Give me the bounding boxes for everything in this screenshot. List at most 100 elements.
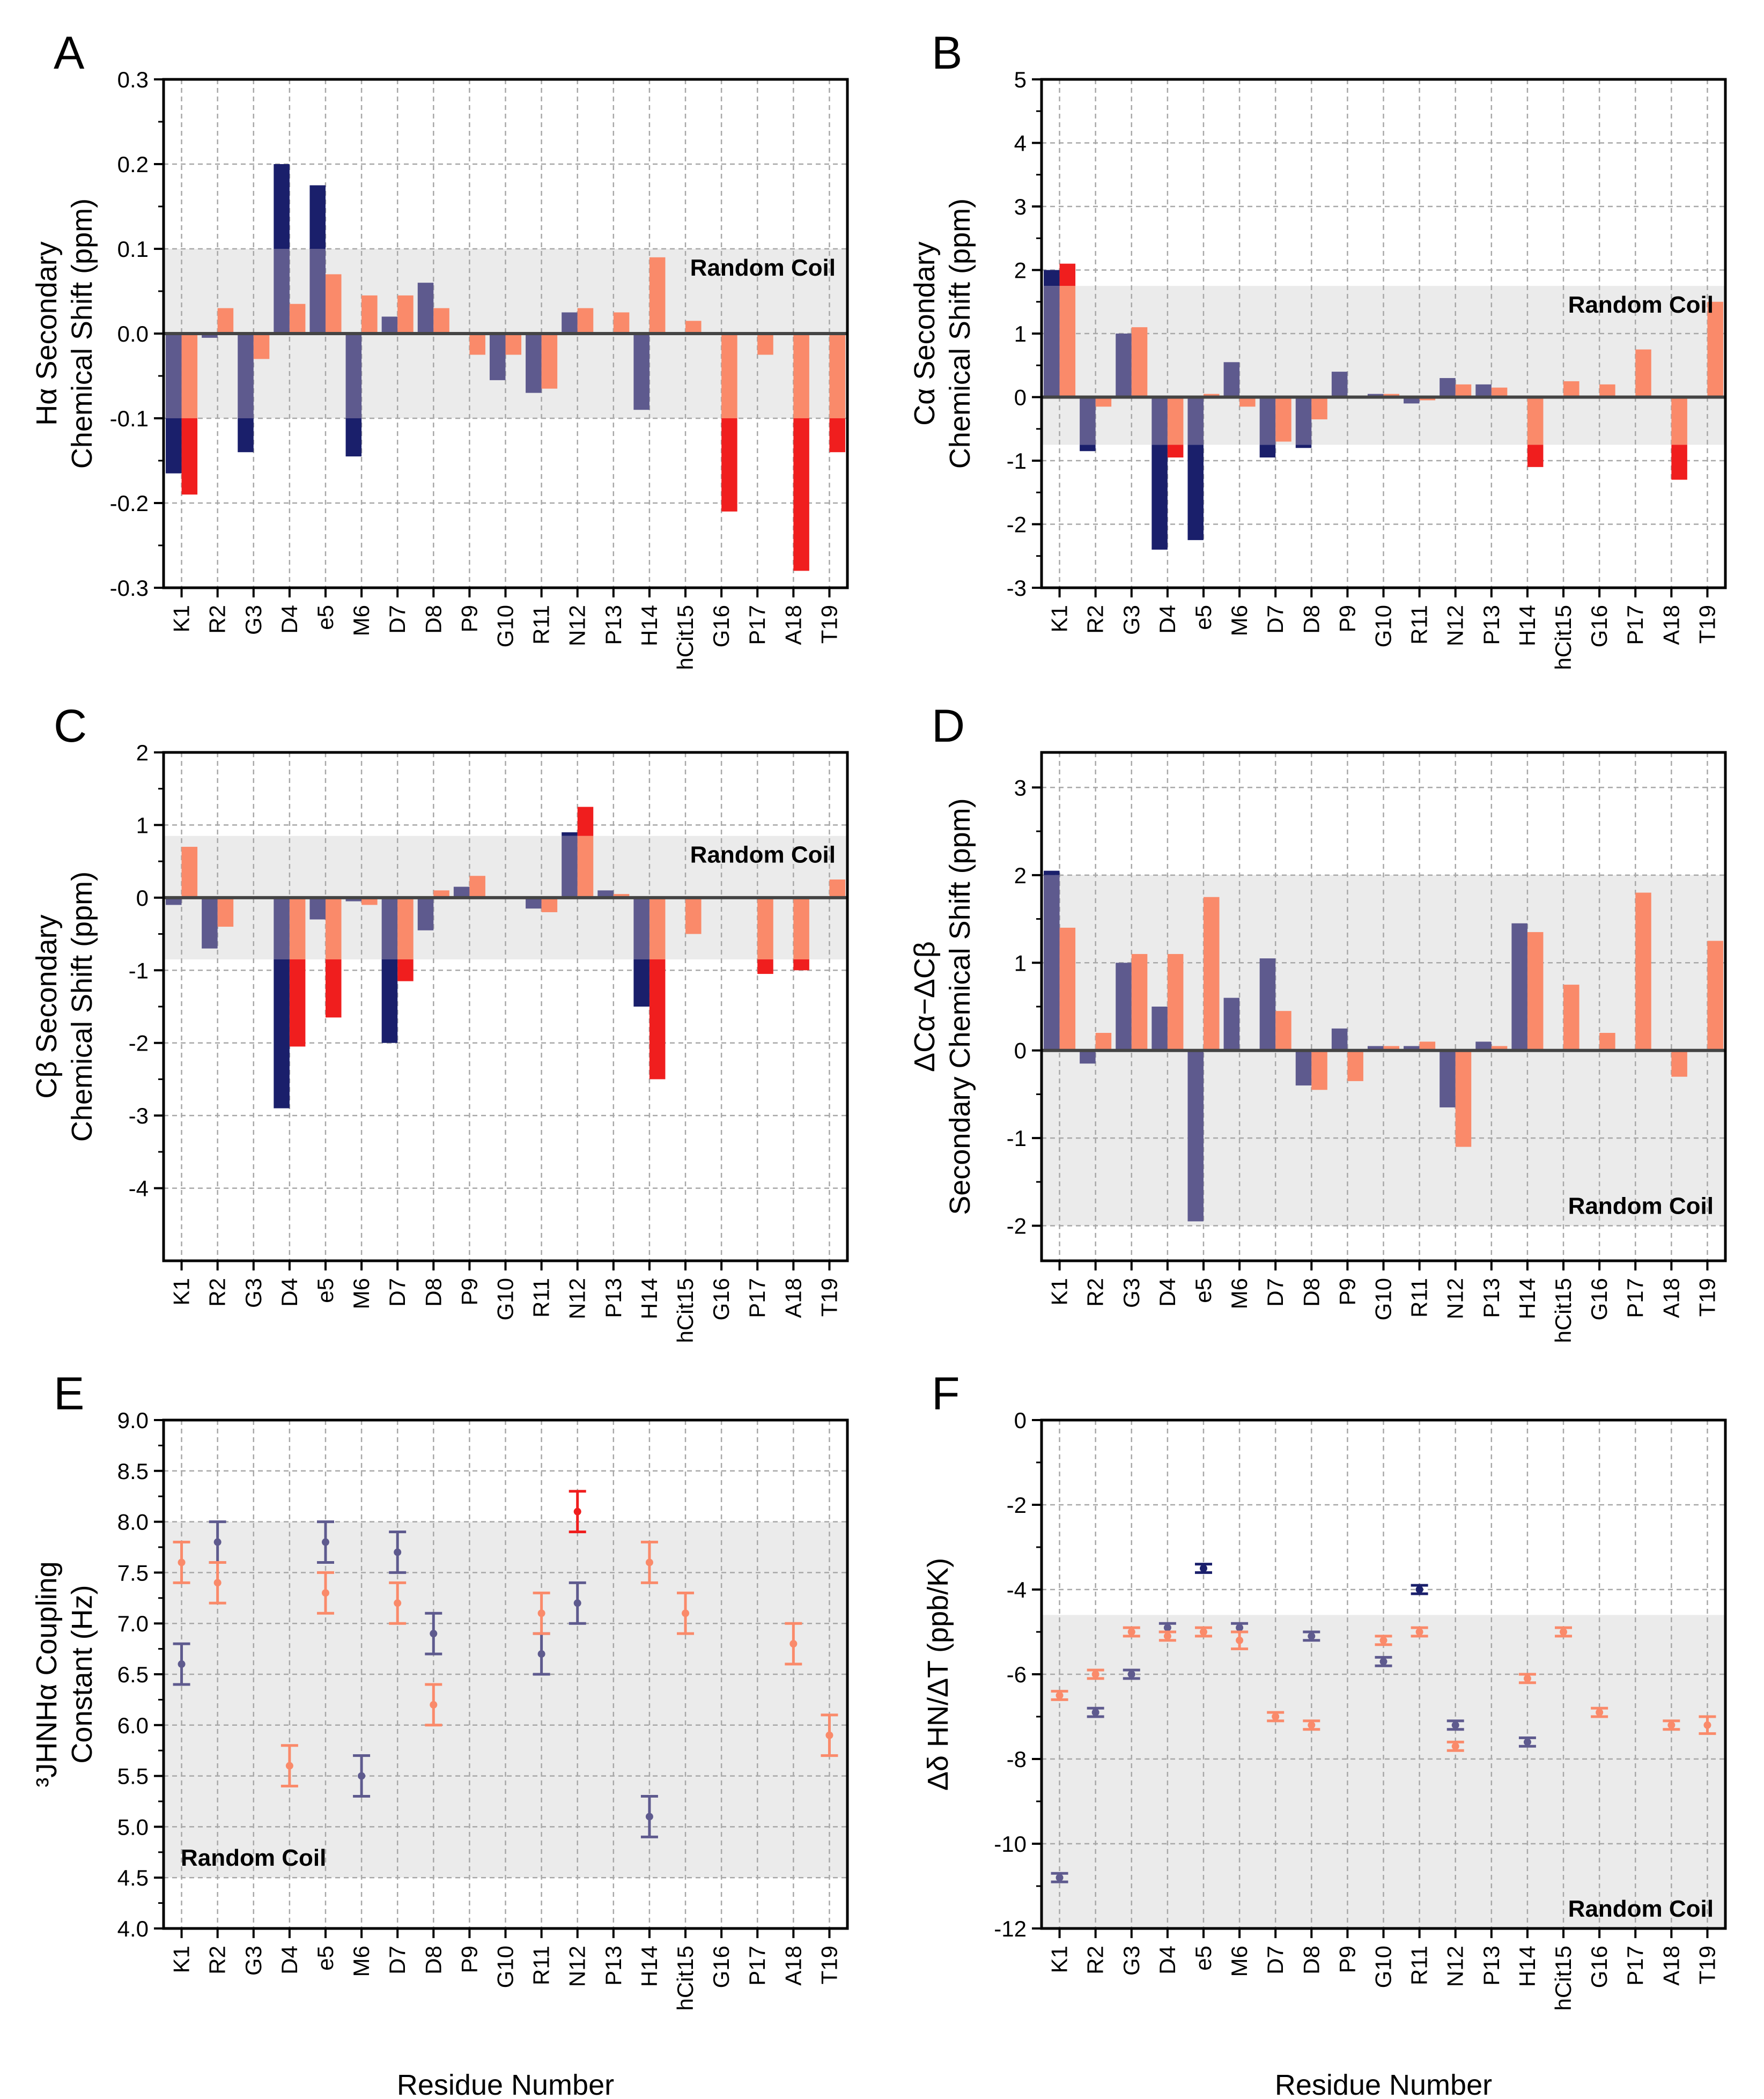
x-tick-label: A18 bbox=[780, 1946, 806, 1986]
orange-bar bbox=[1635, 349, 1651, 397]
orange-bar-outside-band bbox=[1671, 445, 1687, 480]
blue-point bbox=[1236, 1624, 1244, 1632]
orange-bar bbox=[325, 897, 342, 959]
y-tick-label: -4 bbox=[129, 1176, 149, 1201]
y-tick-label: -6 bbox=[1007, 1662, 1027, 1687]
blue-bar-outside-band bbox=[274, 959, 290, 1108]
blue-point bbox=[430, 1630, 438, 1638]
y-tick-label: -1 bbox=[1007, 1126, 1027, 1151]
panel-letter: C bbox=[54, 700, 87, 752]
blue-point bbox=[213, 1538, 222, 1546]
blue-bar-outside-band bbox=[1044, 270, 1060, 286]
orange-bar bbox=[577, 836, 594, 898]
blue-bar bbox=[1259, 958, 1276, 1051]
panel-letter: F bbox=[932, 1368, 960, 1420]
orange-bar bbox=[289, 304, 306, 334]
orange-point bbox=[1056, 1691, 1064, 1699]
x-tick-label: G16 bbox=[1586, 1278, 1612, 1320]
x-tick-label: R11 bbox=[1407, 1946, 1432, 1985]
x-tick-label: hCit15 bbox=[673, 1946, 698, 2011]
orange-bar-outside-band bbox=[325, 959, 342, 1018]
orange-bar bbox=[1455, 1050, 1472, 1147]
blue-bar bbox=[417, 897, 434, 930]
x-tick-label: R2 bbox=[1083, 1946, 1108, 1975]
orange-point bbox=[1667, 1721, 1676, 1729]
x-tick-label: R2 bbox=[205, 1946, 230, 1975]
orange-bar bbox=[1275, 1011, 1291, 1051]
x-tick-label: R2 bbox=[205, 605, 230, 634]
x-tick-label: D4 bbox=[1155, 1278, 1180, 1307]
orange-bar bbox=[253, 334, 270, 359]
blue-bar bbox=[633, 897, 649, 959]
orange-bar bbox=[1671, 1050, 1687, 1077]
x-tick-label: K1 bbox=[169, 1278, 194, 1305]
x-tick-label: N12 bbox=[565, 1278, 590, 1319]
blue-bar bbox=[202, 897, 218, 949]
orange-bar bbox=[1311, 1050, 1327, 1090]
y-tick-label: 5.5 bbox=[117, 1764, 149, 1789]
orange-bar bbox=[505, 334, 522, 355]
x-tick-label: A18 bbox=[780, 605, 806, 645]
y-tick-label: -0.2 bbox=[110, 491, 149, 516]
orange-point bbox=[1236, 1636, 1244, 1644]
x-tick-label: A18 bbox=[1658, 1946, 1684, 1986]
x-tick-label: G3 bbox=[1119, 1946, 1144, 1976]
x-tick-label: P13 bbox=[601, 1946, 626, 1986]
blue-point bbox=[1163, 1624, 1171, 1632]
blue-bar bbox=[202, 334, 218, 338]
orange-point bbox=[285, 1762, 293, 1770]
y-tick-label: 7.0 bbox=[117, 1611, 149, 1636]
x-tick-label: R11 bbox=[529, 1946, 554, 1985]
x-tick-label: N12 bbox=[1443, 1946, 1468, 1987]
y-axis-label: Chemical Shift (ppm) bbox=[944, 198, 976, 469]
y-tick-label: 0.2 bbox=[117, 152, 149, 177]
blue-point bbox=[1523, 1738, 1531, 1746]
blue-bar-outside-band bbox=[1187, 445, 1204, 541]
x-tick-label: hCit15 bbox=[1551, 1946, 1576, 2011]
x-tick-label: P17 bbox=[1622, 1278, 1648, 1318]
orange-point bbox=[178, 1558, 186, 1566]
orange-bar bbox=[1095, 397, 1112, 407]
orange-bar-outside-band bbox=[649, 959, 666, 1080]
x-tick-label: G3 bbox=[241, 1278, 266, 1308]
blue-bar-outside-band bbox=[381, 959, 398, 1043]
orange-bar bbox=[1203, 897, 1220, 1051]
orange-point bbox=[1272, 1713, 1280, 1720]
orange-bar bbox=[793, 897, 809, 959]
blue-bar bbox=[1223, 362, 1240, 397]
x-tick-label: e5 bbox=[1191, 605, 1216, 630]
x-tick-label: hCit15 bbox=[673, 605, 698, 670]
blue-bar bbox=[309, 897, 326, 920]
chart-panel-a: A -0.3 -0.2 -0.1 0.0 0.1 0.2 0.3 K1 R2 G3 D4 e5 M6 D7 D… bbox=[31, 27, 849, 670]
x-tick-label: P9 bbox=[1334, 1946, 1360, 1973]
x-tick-label: R11 bbox=[1407, 1278, 1432, 1318]
orange-bar bbox=[1527, 397, 1544, 445]
orange-bar-outside-band bbox=[397, 959, 414, 981]
orange-bar bbox=[325, 274, 342, 334]
x-tick-label: H14 bbox=[637, 605, 662, 646]
orange-point bbox=[1415, 1628, 1423, 1636]
blue-bar bbox=[238, 334, 254, 418]
blue-bar bbox=[1116, 963, 1132, 1051]
orange-bar-outside-band bbox=[1059, 263, 1076, 286]
blue-bar bbox=[1152, 397, 1168, 445]
x-tick-label: H14 bbox=[1515, 1278, 1540, 1319]
orange-bar bbox=[649, 257, 666, 334]
blue-bar-outside-band bbox=[1080, 445, 1096, 452]
x-tick-label: M6 bbox=[349, 1278, 374, 1309]
orange-point bbox=[1127, 1628, 1135, 1636]
panel-letter: E bbox=[54, 1368, 84, 1420]
blue-bar-outside-band bbox=[1044, 870, 1060, 875]
orange-bar bbox=[469, 876, 485, 898]
blue-bar-outside-band bbox=[562, 832, 578, 836]
x-tick-label: M6 bbox=[1227, 605, 1252, 636]
x-tick-label: K1 bbox=[169, 605, 194, 632]
x-tick-label: e5 bbox=[1191, 1946, 1216, 1971]
orange-point bbox=[321, 1589, 329, 1597]
y-tick-label: 0 bbox=[136, 885, 149, 911]
x-tick-label: D8 bbox=[420, 1278, 446, 1307]
blue-bar bbox=[1223, 997, 1240, 1051]
y-tick-label: -2 bbox=[1007, 512, 1027, 537]
x-tick-label: P13 bbox=[601, 1278, 626, 1318]
orange-bar-outside-band bbox=[181, 418, 198, 495]
